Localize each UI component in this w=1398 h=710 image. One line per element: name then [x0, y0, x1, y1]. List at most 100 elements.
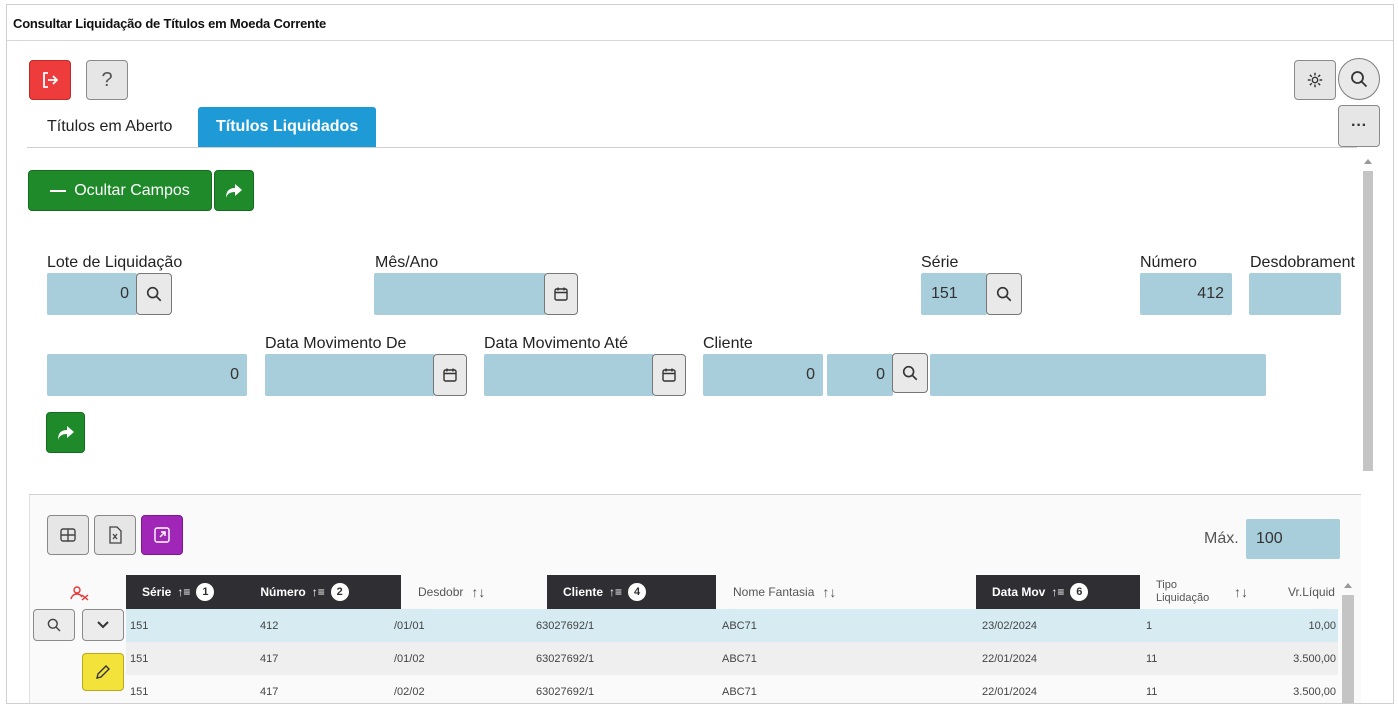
col-header-nome-fantasia[interactable]: Nome Fantasia ↑↓ [733, 575, 973, 609]
serie-label: Série [921, 254, 959, 271]
scrollbar-thumb[interactable] [1363, 171, 1373, 471]
scroll-up-icon [1344, 583, 1352, 588]
more-options-button[interactable]: ··· [1338, 105, 1380, 147]
page-scrollbar[interactable] [1360, 155, 1376, 495]
results-grid: Máx. 100 Série ↑≡ 1 Número ↑≡ 2 Desdobr … [29, 494, 1361, 703]
table-row[interactable]: 151 417 /02/02 63027692/1 ABC71 22/01/20… [126, 675, 1338, 703]
table-row[interactable]: 151 417 /01/02 63027692/1 ABC71 22/01/20… [126, 642, 1338, 675]
serie-input[interactable]: 151 [921, 273, 987, 315]
exit-icon [43, 72, 59, 88]
window: Consultar Liquidação de Títulos em Moeda… [6, 4, 1394, 704]
col-header-data-mov[interactable]: Data Mov ↑≡ 6 [976, 575, 1140, 609]
exit-button[interactable] [29, 60, 71, 100]
cell-serie: 151 [130, 620, 149, 632]
cell-valor: 3.500,00 [1293, 653, 1336, 665]
lote-input[interactable]: 0 [47, 273, 137, 315]
calendar-icon [443, 368, 457, 382]
cell-numero: 417 [260, 686, 279, 698]
numero-input[interactable]: 412 [1140, 273, 1232, 315]
serie-value: 151 [931, 285, 958, 302]
user-clear-icon[interactable] [70, 585, 90, 601]
col-valor-label: Vr.Líquid [1288, 585, 1335, 599]
mesano-calendar-button[interactable] [544, 273, 578, 315]
columns-button[interactable] [47, 515, 89, 555]
cell-data: 22/01/2024 [982, 686, 1038, 698]
cliente-code-value: 0 [806, 366, 815, 383]
col-cliente-label: Cliente [563, 585, 604, 599]
search-button[interactable] [1338, 58, 1380, 100]
cell-valor: 10,00 [1308, 620, 1336, 632]
row-expand-button[interactable] [82, 609, 124, 641]
tab-label: Títulos em Aberto [47, 118, 173, 135]
serie-search-button[interactable] [986, 273, 1022, 315]
desdobramento-input[interactable] [1249, 273, 1341, 315]
cell-tipo: 11 [1146, 653, 1158, 665]
sort-order-badge: 1 [196, 583, 215, 601]
excel-icon [109, 526, 122, 544]
cell-cliente: 63027692/1 [536, 620, 595, 632]
table-row[interactable]: 151 412 /01/01 63027692/1 ABC71 23/02/20… [126, 609, 1338, 642]
hide-fields-button[interactable]: Ocultar Campos [28, 170, 212, 211]
data-ate-calendar-button[interactable] [652, 354, 686, 396]
cell-fantasia: ABC71 [722, 620, 757, 632]
numero-label: Número [1140, 254, 1197, 271]
tab-titulos-em-aberto[interactable]: Títulos em Aberto [29, 107, 190, 147]
settings-button[interactable] [1294, 60, 1336, 100]
desdobramento-label: Desdobrament [1250, 254, 1355, 271]
apply-filter-button[interactable] [46, 412, 85, 453]
numero-value: 412 [1197, 285, 1224, 302]
sort-order-badge: 4 [628, 583, 647, 601]
mesano-label: Mês/Ano [375, 254, 439, 271]
scrollbar-thumb[interactable] [1342, 595, 1354, 703]
unlabeled-input[interactable]: 0 [47, 354, 247, 396]
sort-order-badge: 6 [1070, 583, 1089, 601]
forward-button[interactable] [214, 170, 254, 211]
row-edit-button[interactable] [82, 653, 124, 691]
cliente-name-input[interactable] [930, 354, 1266, 396]
cell-desdobr: /02/02 [394, 686, 425, 698]
lote-value: 0 [120, 285, 129, 302]
grid-icon [60, 528, 76, 542]
mesano-input[interactable] [374, 273, 546, 315]
tab-titulos-liquidados[interactable]: Títulos Liquidados [198, 107, 377, 147]
col-header-desdobr[interactable]: Desdobr ↑↓ [418, 575, 548, 609]
cell-tipo: 1 [1146, 620, 1153, 632]
data-de-input[interactable] [265, 354, 435, 396]
sort-icon: ↑↓ [471, 584, 486, 600]
cell-tipo: 11 [1146, 686, 1158, 698]
row-view-button[interactable] [33, 609, 75, 641]
cell-cliente: 63027692/1 [536, 653, 595, 665]
grid-scrollbar[interactable] [1340, 575, 1356, 703]
sort-asc-icon: ↑≡ [609, 585, 623, 599]
search-icon [902, 365, 918, 381]
col-header-serie-numero[interactable]: Série ↑≡ 1 Número ↑≡ 2 [126, 575, 401, 609]
data-ate-input[interactable] [484, 354, 654, 396]
cell-valor: 3.500,00 [1293, 686, 1336, 698]
share-arrow-icon [57, 425, 74, 440]
sort-icon: ↑↓ [822, 584, 837, 600]
col-header-cliente[interactable]: Cliente ↑≡ 4 [547, 575, 716, 609]
col-numero-label: Número [260, 585, 306, 599]
cliente-search-button[interactable] [892, 353, 928, 393]
data-de-calendar-button[interactable] [433, 354, 467, 396]
tab-divider [27, 147, 1357, 148]
cliente-label: Cliente [703, 335, 753, 352]
cell-numero: 417 [260, 653, 279, 665]
calendar-icon [554, 287, 568, 301]
sort-asc-icon: ↑≡ [1051, 585, 1065, 599]
cell-desdobr: /01/01 [394, 620, 425, 632]
pencil-icon [96, 665, 110, 679]
unlabeled-value: 0 [230, 366, 239, 383]
max-label: Máx. [1204, 530, 1239, 547]
expand-button[interactable] [141, 515, 183, 555]
col-header-vr-liquido[interactable]: Vr.Líquid [1288, 575, 1340, 609]
export-excel-button[interactable] [94, 515, 136, 555]
search-icon [1351, 71, 1368, 88]
cell-desdobr: /01/02 [394, 653, 425, 665]
cliente-sub-input[interactable]: 0 [827, 354, 893, 396]
cliente-code-input[interactable]: 0 [703, 354, 823, 396]
col-header-tipo-liquidacao[interactable]: Tipo Liquidação ↑↓ [1156, 575, 1276, 609]
help-button[interactable]: ? [86, 60, 128, 100]
lote-search-button[interactable] [136, 273, 172, 315]
max-input[interactable]: 100 [1246, 519, 1340, 559]
